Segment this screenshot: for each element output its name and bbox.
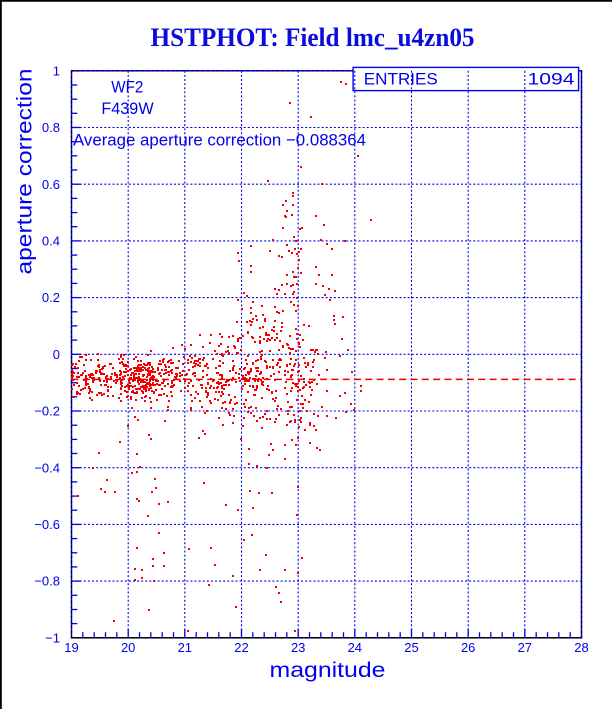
svg-text:23: 23: [291, 640, 305, 655]
svg-text:0: 0: [53, 347, 60, 362]
svg-text:−0.4: −0.4: [34, 460, 60, 475]
svg-text:0.6: 0.6: [42, 177, 60, 192]
svg-text:aperture correction: aperture correction: [14, 69, 37, 275]
svg-text:−0.2: −0.2: [34, 404, 60, 419]
svg-text:19: 19: [64, 640, 78, 655]
svg-text:HSTPHOT: Field lmc_u4zn05: HSTPHOT: Field lmc_u4zn05: [151, 23, 475, 52]
svg-text:21: 21: [178, 640, 192, 655]
svg-text:0.2: 0.2: [42, 290, 60, 305]
svg-text:WF2: WF2: [111, 78, 143, 97]
svg-text:22: 22: [234, 640, 248, 655]
svg-text:28: 28: [574, 640, 588, 655]
svg-text:−0.6: −0.6: [34, 517, 60, 532]
svg-text:0.8: 0.8: [42, 120, 60, 135]
svg-text:1: 1: [53, 63, 60, 78]
svg-text:F439W: F439W: [101, 99, 153, 118]
svg-text:1094: 1094: [528, 70, 575, 89]
svg-text:−0.8: −0.8: [34, 574, 60, 589]
svg-text:26: 26: [461, 640, 475, 655]
svg-text:27: 27: [518, 640, 532, 655]
svg-text:25: 25: [404, 640, 418, 655]
svg-text:20: 20: [121, 640, 135, 655]
svg-text:0.4: 0.4: [42, 234, 60, 249]
svg-text:ENTRIES: ENTRIES: [364, 70, 438, 89]
svg-text:24: 24: [348, 640, 362, 655]
svg-text:Average aperture correction −0: Average aperture correction −0.088364: [73, 130, 366, 149]
svg-text:magnitude: magnitude: [270, 659, 386, 682]
svg-text:−1: −1: [45, 630, 60, 645]
